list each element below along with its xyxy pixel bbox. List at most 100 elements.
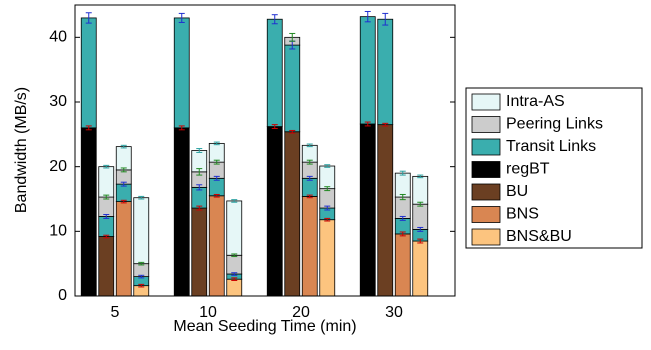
error-bar — [231, 253, 238, 258]
x-axis-label: Mean Seeding Time (min) — [173, 318, 356, 335]
bar-segment — [226, 278, 243, 297]
legend-swatch — [471, 183, 501, 201]
error-bar — [271, 14, 278, 25]
error-bar — [213, 141, 220, 146]
error-bar — [382, 12, 389, 26]
bar-segment — [412, 240, 429, 297]
error-bar — [178, 12, 185, 23]
error-bar — [399, 231, 406, 237]
x-tick-label: 20 — [292, 304, 310, 321]
error-bar — [120, 144, 127, 149]
bar-segment — [394, 196, 411, 219]
plot-frame — [74, 4, 456, 297]
error-bar — [103, 194, 110, 200]
bar-segment — [266, 126, 283, 297]
error-bar — [417, 201, 424, 207]
bar-segment — [115, 146, 132, 171]
bar-segment — [226, 200, 243, 256]
bar-segment — [191, 186, 208, 209]
legend-label: Peering Links — [506, 116, 603, 133]
bar-segment — [301, 196, 318, 297]
error-bar — [364, 121, 371, 127]
bar-segment — [115, 201, 132, 297]
bar-segment — [377, 124, 394, 297]
legend-label: BU — [506, 183, 528, 200]
bar-segment — [98, 236, 115, 297]
bar-segment — [80, 127, 97, 297]
error-bar — [120, 167, 127, 173]
x-tick-label: 10 — [199, 304, 217, 321]
error-bar — [289, 129, 296, 134]
error-bar — [324, 186, 331, 192]
error-bar — [324, 205, 331, 211]
legend-swatch — [471, 116, 501, 133]
y-tick-label: 20 — [49, 158, 67, 175]
error-bar — [231, 277, 238, 281]
error-bar — [120, 199, 127, 204]
bar-segment — [319, 188, 336, 209]
bar-segment — [301, 177, 318, 197]
error-bar — [196, 184, 203, 191]
error-bar — [196, 168, 203, 176]
error-bar — [271, 124, 278, 130]
y-tick-label: 10 — [49, 223, 67, 240]
legend-swatch — [471, 138, 501, 156]
error-bar — [382, 122, 389, 127]
bar-segment — [133, 263, 150, 277]
y-tick-label: 0 — [58, 287, 67, 304]
bar-segment — [173, 17, 190, 129]
bar-segment — [173, 127, 190, 297]
bar-segment — [359, 16, 376, 125]
bar-segment — [319, 219, 336, 297]
bar-segment — [191, 207, 208, 297]
y-tick-label: 40 — [49, 29, 67, 46]
bar-segment — [226, 254, 243, 275]
error-bar — [289, 32, 296, 42]
bar-segment — [98, 166, 115, 198]
error-bar — [138, 195, 145, 200]
error-bar — [178, 125, 185, 131]
error-bar — [324, 164, 331, 168]
error-bar — [103, 214, 110, 219]
x-tick-label: 5 — [111, 304, 120, 321]
bar-segment — [394, 233, 411, 297]
error-bar — [324, 217, 331, 222]
bar-segment — [133, 197, 150, 265]
error-bar — [306, 194, 313, 199]
legend-swatch — [471, 93, 501, 111]
error-bar — [417, 226, 424, 232]
legend-swatch — [471, 206, 501, 223]
error-bar — [231, 199, 238, 203]
error-bar — [399, 170, 406, 176]
bar-segment — [115, 183, 132, 202]
y-tick-label: 30 — [49, 93, 67, 110]
error-bar — [417, 174, 424, 179]
bar-segment — [394, 172, 411, 198]
bar-segment — [266, 18, 283, 127]
error-bar — [417, 238, 424, 244]
error-bar — [138, 274, 145, 279]
x-tick-label: 30 — [385, 304, 403, 321]
bar-segment — [377, 18, 394, 126]
y-axis-label: Bandwidth (MB/s) — [13, 87, 30, 213]
error-bar — [120, 181, 127, 187]
error-bar — [196, 205, 203, 211]
error-bar — [85, 12, 92, 24]
error-bar — [231, 272, 238, 276]
error-bar — [399, 193, 406, 201]
bar-segment — [284, 131, 301, 297]
bar-segment — [412, 203, 429, 230]
legend-label: regBT — [506, 161, 550, 178]
legend-label: BNS&BU — [506, 228, 572, 245]
legend-label: Intra-AS — [506, 93, 565, 110]
error-bar — [399, 215, 406, 221]
bar-segment — [359, 123, 376, 297]
bar-segment — [412, 175, 429, 205]
bar-segment — [98, 196, 115, 217]
bar-segment — [301, 144, 318, 163]
error-bar — [196, 148, 203, 153]
bar-segment — [208, 177, 225, 197]
legend-swatch — [471, 161, 501, 178]
error-bar — [213, 175, 220, 181]
